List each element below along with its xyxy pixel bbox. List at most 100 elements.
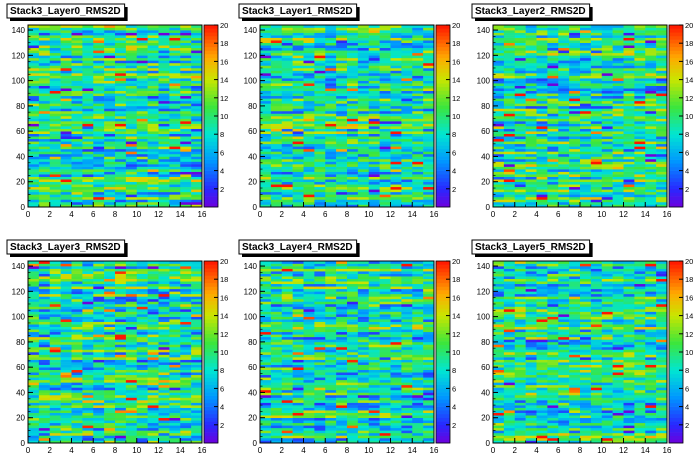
heatmap-cell xyxy=(580,176,592,180)
heatmap-cell xyxy=(536,110,548,114)
heatmap-cell xyxy=(292,83,304,86)
heatmap-cell xyxy=(125,298,138,302)
heatmap-cell xyxy=(115,141,127,145)
heatmap-cell xyxy=(281,161,293,165)
heatmap-cell xyxy=(93,95,105,99)
heatmap-cell xyxy=(580,121,592,124)
heatmap-cell xyxy=(536,196,548,200)
heatmap-cell xyxy=(260,47,272,51)
heatmap-cell xyxy=(423,164,435,167)
heatmap-cell xyxy=(281,40,293,43)
heatmap-cell xyxy=(347,164,359,167)
heatmap-cell xyxy=(590,184,603,188)
heatmap-cell xyxy=(125,316,138,320)
heatmap-cell xyxy=(71,316,83,320)
heatmap-cell xyxy=(503,108,516,112)
heatmap-cell xyxy=(115,151,127,155)
palette-cell xyxy=(669,126,683,131)
heatmap-cell xyxy=(82,85,94,89)
heatmap-cell xyxy=(71,55,83,59)
heatmap-cell xyxy=(28,288,40,292)
heatmap-cell xyxy=(336,27,348,31)
heatmap-cell xyxy=(336,143,348,147)
heatmap-cell xyxy=(347,45,359,49)
heatmap-cell xyxy=(158,326,170,330)
heatmap-cell xyxy=(514,123,526,127)
heatmap-cell xyxy=(645,42,657,46)
heatmap-cell xyxy=(260,37,272,41)
heatmap-cell xyxy=(38,189,51,193)
heatmap-cell xyxy=(412,138,424,142)
heatmap-cell xyxy=(347,138,359,142)
heatmap-cell xyxy=(260,204,272,208)
heatmap-cell xyxy=(412,110,424,114)
heatmap-cell xyxy=(93,415,105,419)
heatmap-cell xyxy=(612,171,624,175)
heatmap-cell xyxy=(28,417,40,421)
heatmap-cell xyxy=(71,291,83,295)
heatmap-cell xyxy=(260,100,272,104)
heatmap-cell xyxy=(357,55,370,59)
heatmap-cell xyxy=(28,301,40,305)
heatmap-cell xyxy=(590,30,603,33)
heatmap-cell xyxy=(60,425,72,429)
heatmap-cell xyxy=(270,176,283,180)
heatmap-cell xyxy=(49,349,61,353)
heatmap-cell xyxy=(93,37,105,41)
heatmap-cell xyxy=(115,296,127,300)
heatmap-cell xyxy=(49,75,61,79)
heatmap-cell xyxy=(104,387,116,391)
heatmap-cell xyxy=(292,80,304,84)
heatmap-cell xyxy=(379,131,391,134)
heatmap-cell xyxy=(104,171,116,175)
heatmap-cell xyxy=(612,118,624,122)
heatmap-cell xyxy=(303,184,315,188)
heatmap-cell xyxy=(412,73,424,76)
heatmap-cell xyxy=(115,116,127,119)
heatmap-cell xyxy=(71,90,83,94)
heatmap-cell xyxy=(514,52,526,56)
heatmap-cell xyxy=(104,354,116,358)
heatmap-cell xyxy=(71,146,83,150)
heatmap-cell xyxy=(569,148,581,152)
heatmap-cell xyxy=(49,176,61,180)
heatmap-cell xyxy=(28,435,40,439)
heatmap-cell xyxy=(347,78,359,81)
heatmap-cell xyxy=(147,321,159,325)
heatmap-cell xyxy=(158,189,170,193)
heatmap-cell xyxy=(493,80,505,84)
heatmap-cell xyxy=(645,179,657,183)
heatmap-cell xyxy=(580,126,592,129)
heatmap-cell xyxy=(115,73,127,76)
heatmap-cell xyxy=(612,201,624,205)
heatmap-cell xyxy=(115,326,127,330)
heatmap-cell xyxy=(601,37,613,41)
heatmap-cell xyxy=(82,191,94,195)
palette-cell xyxy=(669,72,683,77)
heatmap-cell xyxy=(169,161,181,165)
heatmap-cell xyxy=(115,402,127,406)
heatmap-cell xyxy=(158,184,170,188)
heatmap-cell xyxy=(558,110,570,114)
heatmap-cell xyxy=(125,432,138,436)
heatmap-cell xyxy=(82,70,94,74)
heatmap-cell xyxy=(82,306,94,310)
heatmap-cell xyxy=(104,346,116,350)
heatmap-cell xyxy=(158,402,170,406)
heatmap-cell xyxy=(612,158,624,162)
heatmap-cell xyxy=(93,407,105,411)
heatmap-cell xyxy=(180,430,192,434)
heatmap-cell xyxy=(104,372,116,376)
heatmap-cell xyxy=(191,95,203,99)
heatmap-cell xyxy=(590,95,603,99)
heatmap-cell xyxy=(49,40,61,43)
heatmap-cell xyxy=(656,78,668,81)
heatmap-cell xyxy=(147,201,159,205)
heatmap-cell xyxy=(115,123,127,127)
heatmap-cell xyxy=(104,70,116,74)
heatmap-cell xyxy=(28,400,40,403)
heatmap-cell xyxy=(368,75,380,79)
heatmap-cell xyxy=(423,88,435,92)
heatmap-cell xyxy=(547,148,559,152)
heatmap-cell xyxy=(60,374,72,378)
